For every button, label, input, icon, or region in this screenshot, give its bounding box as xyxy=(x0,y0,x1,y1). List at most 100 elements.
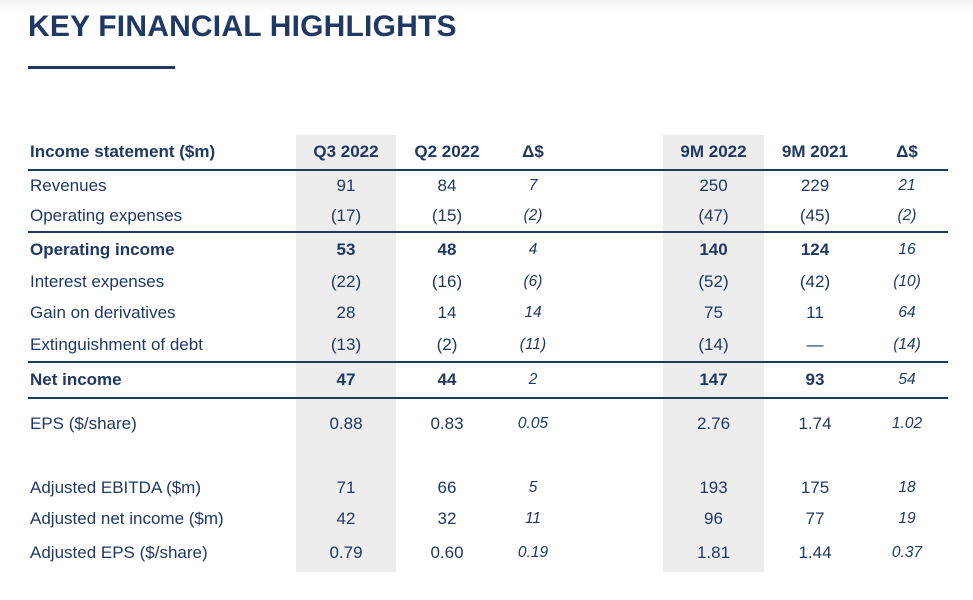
spacer-cell xyxy=(498,448,568,472)
cell-value: 1.81 xyxy=(663,534,764,572)
cell-value: (15) xyxy=(396,201,498,233)
cell-value: (14) xyxy=(663,328,764,363)
table-header-row: Income statement ($m) Q3 2022 Q2 2022 Δ$… xyxy=(28,135,948,171)
gap-cell xyxy=(568,297,663,328)
cell-value: 4 xyxy=(528,240,538,258)
cell-value: 0.19 xyxy=(517,544,549,561)
cell-value: (2) xyxy=(498,201,568,233)
cell-value: 84 xyxy=(437,176,457,195)
gap-cell xyxy=(568,170,663,201)
cell-value: 0.05 xyxy=(517,414,549,432)
cell-value: 93 xyxy=(764,362,866,399)
cell-value: (22) xyxy=(296,266,396,297)
cell-value: 96 xyxy=(663,503,764,534)
row-label: Net income xyxy=(28,362,296,399)
column-header-q2-2022: Q2 2022 xyxy=(396,135,498,171)
cell-value: 0.60 xyxy=(430,543,464,562)
cell-value: 11 xyxy=(524,509,542,527)
cell-value: (13) xyxy=(296,328,396,363)
row-label: Adjusted net income ($m) xyxy=(30,508,224,528)
gap-cell xyxy=(568,328,663,363)
cell-value: (47) xyxy=(663,201,764,233)
table-row-gain-on-derivatives: Gain on derivatives 28 14 14 75 11 64 xyxy=(28,297,948,328)
cell-value: (10) xyxy=(893,272,921,290)
cell-value: 1.74 xyxy=(798,413,832,433)
table-body: Revenues 91 84 7 250 229 21 Operating expenses(… xyxy=(28,170,948,572)
table-row-net-income: Net income 47 44 2 147 93 54 xyxy=(28,362,948,399)
spacer-cell xyxy=(663,448,764,472)
gap-cell xyxy=(568,232,663,266)
cell-value: 44 xyxy=(396,362,498,399)
cell-value: 21 xyxy=(898,177,916,194)
cell-value: 14 xyxy=(524,303,542,321)
table-spacer-row xyxy=(28,448,948,472)
gap-cell xyxy=(568,503,663,534)
cell-value: 18 xyxy=(898,478,916,496)
cell-value: (42) xyxy=(799,271,831,291)
row-label: Gain on derivatives xyxy=(30,302,176,322)
cell-value: (11) xyxy=(498,328,568,363)
row-label: Revenues xyxy=(30,176,107,195)
gap-cell xyxy=(568,266,663,297)
cell-value: 48 xyxy=(437,239,457,259)
table-row-adjusted-net-income: Adjusted net income ($m) 42 32 11 96 77 19 xyxy=(28,503,948,534)
cell-value: (17) xyxy=(296,201,396,233)
cell-value: 71 xyxy=(296,472,396,503)
spacer-cell xyxy=(866,448,948,472)
cell-value: (6) xyxy=(523,272,543,290)
table-row-eps: EPS ($/share) 0.88 0.83 0.05 2.76 1.74 1.02 xyxy=(28,398,948,448)
gap-cell xyxy=(568,201,663,233)
table-row-extinguishment-of-debt: Extinguishment of debt (13) (2) (11) (14) — (1… xyxy=(28,328,948,363)
cell-value: 66 xyxy=(437,477,457,497)
cell-value: 77 xyxy=(805,508,825,528)
cell-value: 0.37 xyxy=(891,544,923,561)
row-label: Extinguishment of debt xyxy=(28,328,296,363)
table-row-operating-expenses: Operating expenses (17) (15) (2) (47) (45) (2) xyxy=(28,201,948,233)
cell-value: (2) xyxy=(396,328,498,363)
column-gap xyxy=(568,135,663,171)
cell-value: 0.79 xyxy=(296,534,396,572)
column-header-9m-2022: 9M 2022 xyxy=(663,135,764,171)
cell-value: 229 xyxy=(800,176,830,195)
row-label: Operating expenses xyxy=(28,201,296,233)
cell-value: 32 xyxy=(437,508,457,528)
column-header-9m-2021: 9M 2021 xyxy=(764,135,866,171)
spacer-cell xyxy=(764,448,866,472)
cell-value: 0.88 xyxy=(296,398,396,448)
cell-value: 175 xyxy=(800,477,830,497)
cell-value: 53 xyxy=(296,232,396,266)
row-label: EPS ($/share) xyxy=(30,413,137,433)
cell-value: 124 xyxy=(800,239,830,259)
cell-value: 42 xyxy=(296,503,396,534)
cell-value: 2.76 xyxy=(663,398,764,448)
cell-value: 54 xyxy=(866,362,948,399)
spacer-cell xyxy=(396,448,498,472)
column-header-delta-9m: Δ$ xyxy=(866,135,948,171)
cell-value: 91 xyxy=(296,170,396,201)
page-title: KEY FINANCIAL HIGHLIGHTS xyxy=(28,10,457,43)
spacer-cell xyxy=(296,448,396,472)
spacer-cell xyxy=(568,448,663,472)
cell-value: 75 xyxy=(663,297,764,328)
cell-value: 2 xyxy=(498,362,568,399)
gap-cell xyxy=(568,398,663,448)
column-header-q3-2022: Q3 2022 xyxy=(296,135,396,171)
table-row-operating-income: Operating income 53 48 4 140 124 16 xyxy=(28,232,948,266)
cell-value: 64 xyxy=(898,303,916,321)
cell-value: 193 xyxy=(663,472,764,503)
cell-value: (14) xyxy=(866,328,948,363)
title-underline xyxy=(28,66,175,69)
column-header-delta-quarter: Δ$ xyxy=(498,135,568,171)
table-row-adjusted-ebitda: Adjusted EBITDA ($m) 71 66 5 193 175 18 xyxy=(28,472,948,503)
cell-value: (2) xyxy=(866,201,948,233)
cell-value: (16) xyxy=(431,271,463,291)
cell-value: 28 xyxy=(296,297,396,328)
table-row-adjusted-eps: Adjusted EPS ($/share) 0.79 0.60 0.19 1.81 1.… xyxy=(28,534,948,572)
cell-value: 14 xyxy=(437,302,457,322)
cell-value: (45) xyxy=(764,201,866,233)
table-row-interest-expenses: Interest expenses (22) (16) (6) (52) (42) (10) xyxy=(28,266,948,297)
row-label: Adjusted EBITDA ($m) xyxy=(30,477,202,497)
cell-value: 16 xyxy=(898,240,916,258)
cell-value: 0.83 xyxy=(430,413,464,433)
